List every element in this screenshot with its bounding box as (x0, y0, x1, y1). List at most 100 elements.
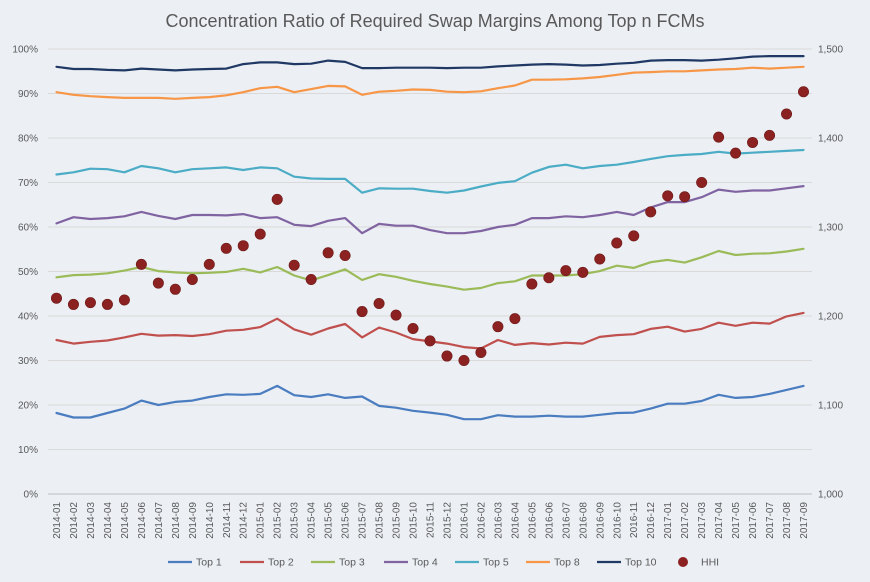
hhi-point (50, 292, 62, 304)
legend-label-top-8: Top 8 (554, 557, 580, 569)
x-axis-tick-label: 2017-04 (714, 502, 725, 539)
x-axis-tick-label: 2015-12 (442, 502, 453, 539)
hhi-point (220, 242, 232, 254)
hhi-point (305, 274, 317, 286)
x-axis-tick-label: 2016-07 (561, 502, 572, 539)
x-axis-tick-label: 2017-06 (748, 502, 759, 539)
x-axis-tick-label: 2017-03 (697, 502, 708, 539)
x-axis-tick-label: 2017-02 (680, 502, 691, 539)
hhi-point (288, 259, 300, 271)
hhi-point (118, 294, 130, 306)
left-axis-tick-label: 20% (18, 401, 38, 412)
hhi-point (764, 129, 776, 141)
hhi-point (679, 191, 691, 203)
series-line-top-10 (55, 54, 805, 72)
left-axis-tick-label: 40% (18, 312, 38, 323)
left-axis-tick-label: 80% (18, 134, 38, 145)
hhi-point (696, 177, 708, 189)
left-axis-tick-label: 50% (18, 267, 38, 278)
x-axis-tick-label: 2016-11 (629, 502, 640, 538)
hhi-point (458, 354, 470, 366)
hhi-point (169, 283, 181, 295)
x-axis-tick-label: 2015-02 (273, 502, 284, 539)
hhi-point (543, 272, 555, 284)
hhi-point (322, 247, 334, 259)
left-axis-tick-label: 60% (18, 223, 38, 234)
right-axis-tick-labels: 1,000 1,100 1,200 1,300 1,400 1,500 (818, 45, 843, 501)
x-axis-tick-label: 2014-12 (239, 502, 250, 539)
legend-label-hhi: HHI (701, 557, 719, 569)
hhi-point (798, 86, 810, 98)
hhi-point (628, 230, 640, 242)
right-axis-tick-label: 1,300 (818, 223, 843, 234)
legend-label-top-5: Top 5 (483, 557, 509, 569)
x-axis-tick-label: 2015-10 (409, 502, 420, 539)
legend-label-top-4: Top 4 (412, 557, 438, 569)
x-axis-tick-label: 2016-12 (646, 502, 657, 539)
x-axis-tick-label: 2017-07 (765, 502, 776, 539)
legend: Top 1 Top 2 Top 3 Top 4 Top 5 Top 8 Top 10 HHI (168, 557, 719, 569)
left-axis-tick-label: 30% (18, 356, 38, 367)
x-axis-tick-label: 2014-06 (137, 502, 148, 539)
left-axis-tick-labels: 0% 10% 20% 30% 40% 50% 60% 70% 80% 90% 100% (12, 45, 38, 501)
hhi-point (186, 274, 198, 286)
x-axis-tick-label: 2014-11 (222, 502, 233, 538)
hhi-point (407, 322, 419, 334)
hhi-point (390, 309, 402, 321)
x-axis-tick-label: 2017-09 (799, 502, 810, 539)
x-axis-tick-label: 2015-03 (290, 502, 301, 539)
hhi-point (101, 298, 113, 310)
right-axis-tick-label: 1,500 (818, 45, 843, 56)
hhi-point (203, 258, 215, 270)
x-axis-tick-label: 2017-01 (663, 502, 674, 539)
hhi-point (441, 350, 453, 362)
hhi-point (356, 306, 368, 318)
hhi-point (645, 206, 657, 218)
hhi-point (730, 147, 742, 159)
hhi-point (424, 335, 436, 347)
hhi-point (492, 321, 504, 333)
x-axis-tick-label: 2015-04 (307, 502, 318, 539)
series-line-top-4 (55, 185, 805, 235)
x-axis-tick-label: 2015-07 (358, 502, 369, 539)
legend-label-top-2: Top 2 (268, 557, 294, 569)
hhi-point (594, 253, 606, 265)
x-axis-tick-label: 2016-08 (578, 502, 589, 539)
hhi-point (84, 297, 96, 309)
x-axis-tick-labels: 2014-01 2014-02 2014-03 2014-04 2014-05 2014-… (52, 502, 810, 539)
hhi-point (339, 249, 351, 261)
hhi-point (560, 265, 572, 277)
x-axis-tick-label: 2016-06 (544, 502, 555, 539)
x-axis-tick-label: 2014-10 (205, 502, 216, 539)
hhi-point (577, 266, 589, 278)
series-line-top-5 (55, 148, 805, 194)
x-axis-tick-label: 2014-09 (188, 502, 199, 539)
x-axis-tick-label: 2015-08 (375, 502, 386, 539)
hhi-point (254, 228, 266, 240)
left-axis-tick-label: 0% (24, 490, 39, 501)
x-axis-tick-label: 2016-10 (612, 502, 623, 539)
hhi-point (747, 136, 759, 148)
hhi-point (713, 131, 725, 143)
hhi-point (781, 108, 793, 120)
right-axis-tick-label: 1,000 (818, 490, 843, 501)
legend-label-top-10: Top 10 (625, 557, 657, 569)
x-axis-tick-label: 2016-04 (510, 502, 521, 539)
x-axis-tick-label: 2014-04 (103, 502, 114, 539)
hhi-point (237, 240, 249, 252)
left-axis-tick-label: 90% (18, 89, 38, 100)
series-line-top-3 (55, 247, 805, 291)
right-axis-tick-label: 1,100 (818, 401, 843, 412)
series-line-top-1 (55, 384, 805, 421)
right-axis-tick-label: 1,200 (818, 312, 843, 323)
hhi-point (152, 277, 164, 289)
left-axis-tick-label: 10% (18, 445, 38, 456)
x-axis-tick-label: 2014-03 (86, 502, 97, 539)
hhi-point (373, 298, 385, 310)
hhi-point (271, 193, 283, 205)
legend-swatch-hhi (678, 557, 688, 567)
x-axis-tick-label: 2016-01 (459, 502, 470, 539)
hhi-point (662, 190, 674, 202)
right-axis-tick-label: 1,400 (818, 134, 843, 145)
